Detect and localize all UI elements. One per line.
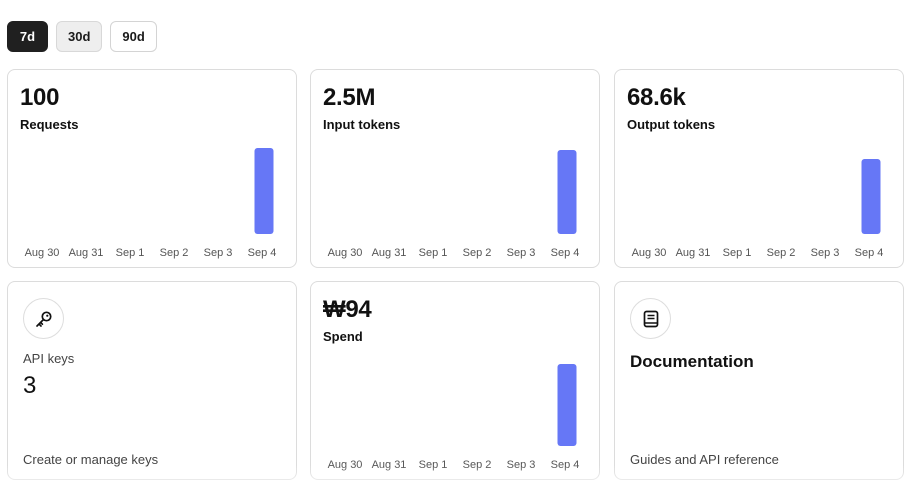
bar-sep-4[interactable] xyxy=(557,364,577,446)
api-keys-label: API keys xyxy=(23,351,75,366)
tick-label: Sep 2 xyxy=(463,459,492,471)
tick-label: Sep 2 xyxy=(767,247,796,259)
spend-value: ₩94 xyxy=(323,296,372,323)
tick-label: Sep 1 xyxy=(116,247,145,259)
output-tokens-label: Output tokens xyxy=(627,117,716,132)
requests-value: 100 xyxy=(20,84,60,111)
manage-keys-link[interactable]: Create or manage keys xyxy=(23,452,159,467)
tick-label: Sep 4 xyxy=(551,459,580,471)
documentation-title: Documentation xyxy=(630,352,754,371)
input-tokens-chart: Aug 30 Aug 31 Sep 1 Sep 2 Sep 3 Sep 4 xyxy=(328,150,580,259)
book-icon xyxy=(630,298,671,339)
tick-label: Sep 3 xyxy=(507,247,536,259)
documentation-card[interactable]: Documentation Guides and API reference xyxy=(614,281,904,480)
output-tokens-value: 68.6k xyxy=(627,84,686,111)
tick-label: Aug 30 xyxy=(25,247,60,259)
output-tokens-card[interactable]: 68.6k Output tokens Aug 30 Aug 31 Sep 1 Sep… xyxy=(614,69,904,268)
bar-sep-4[interactable] xyxy=(861,159,881,234)
tick-label: Sep 3 xyxy=(811,247,840,259)
api-keys-count: 3 xyxy=(23,372,37,399)
requests-label: Requests xyxy=(20,117,79,132)
documentation-link[interactable]: Guides and API reference xyxy=(630,452,779,467)
tick-label: Aug 31 xyxy=(676,247,711,259)
tick-label: Sep 3 xyxy=(507,459,536,471)
spend-label: Spend xyxy=(323,329,363,344)
range-30d-button[interactable]: 30d xyxy=(56,21,103,52)
api-keys-card[interactable]: API keys 3 Create or manage keys xyxy=(7,281,297,480)
tick-label: Aug 31 xyxy=(372,459,407,471)
key-icon xyxy=(23,298,64,339)
tick-label: Sep 4 xyxy=(248,247,277,259)
tick-label: Sep 1 xyxy=(419,247,448,259)
spend-chart: Aug 30 Aug 31 Sep 1 Sep 2 Sep 3 Sep 4 xyxy=(328,364,580,471)
tick-label: Sep 4 xyxy=(855,247,884,259)
tick-label: Sep 2 xyxy=(160,247,189,259)
requests-chart: Aug 30 Aug 31 Sep 1 Sep 2 Sep 3 Sep 4 xyxy=(25,148,277,259)
tick-label: Sep 1 xyxy=(419,459,448,471)
bar-sep-4[interactable] xyxy=(557,150,577,234)
tick-label: Sep 4 xyxy=(551,247,580,259)
tick-label: Aug 31 xyxy=(372,247,407,259)
range-90d-button[interactable]: 90d xyxy=(110,21,157,52)
tick-label: Aug 30 xyxy=(632,247,667,259)
input-tokens-value: 2.5M xyxy=(323,84,376,111)
tick-label: Aug 31 xyxy=(69,247,104,259)
tick-label: Aug 30 xyxy=(328,247,363,259)
spend-card[interactable]: ₩94 Spend Aug 30 Aug 31 Sep 1 Sep 2 Sep 3 Sep… xyxy=(310,281,600,480)
tick-label: Sep 2 xyxy=(463,247,492,259)
output-tokens-chart: Aug 30 Aug 31 Sep 1 Sep 2 Sep 3 Sep 4 xyxy=(632,159,884,259)
tick-label: Sep 3 xyxy=(204,247,233,259)
range-toggle-group: 7d 30d 90d xyxy=(7,21,157,52)
input-tokens-card[interactable]: 2.5M Input tokens Aug 30 Aug 31 Sep 1 Sep 2… xyxy=(310,69,600,268)
bar-sep-4[interactable] xyxy=(254,148,274,234)
tick-label: Sep 1 xyxy=(723,247,752,259)
input-tokens-label: Input tokens xyxy=(323,117,401,132)
requests-card[interactable]: 100 Requests Aug 30 Aug 31 Sep 1 Sep 2 Sep 3… xyxy=(7,69,297,268)
range-7d-button[interactable]: 7d xyxy=(7,21,48,52)
tick-label: Aug 30 xyxy=(328,459,363,471)
